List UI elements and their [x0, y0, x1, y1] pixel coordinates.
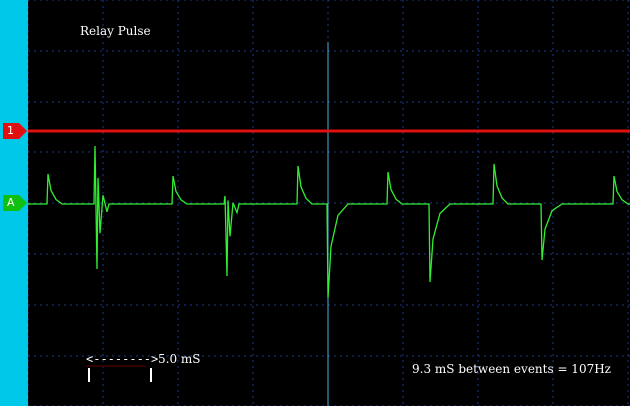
measurement-info: 9.3 mS between events = 107Hz	[412, 362, 612, 376]
time-scale-arrow: <-------->	[86, 352, 159, 366]
reference-marker-label: 1	[3, 123, 19, 139]
time-scale-value: 5.0 mS	[158, 352, 201, 366]
reference-marker-arrow-icon	[19, 123, 27, 139]
time-scale-indicator: <--------> 5.0 mS	[86, 352, 216, 384]
scope-grid	[28, 0, 630, 406]
grid-lines	[28, 0, 630, 406]
channel-a-marker-label: A	[3, 195, 19, 211]
plot-area: Relay Pulse <--------> 5.0 mS 9.3 mS bet…	[28, 0, 630, 406]
time-scale-bracket	[88, 368, 152, 382]
reference-marker[interactable]: 1	[0, 123, 27, 139]
signal-trace-channel-a	[28, 145, 630, 299]
scope-title: Relay Pulse	[80, 24, 151, 38]
left-margin-strip: 1 A	[0, 0, 28, 406]
channel-a-marker-arrow-icon	[19, 195, 27, 211]
channel-a-marker[interactable]: A	[0, 195, 27, 211]
time-scale-bar	[86, 365, 146, 367]
